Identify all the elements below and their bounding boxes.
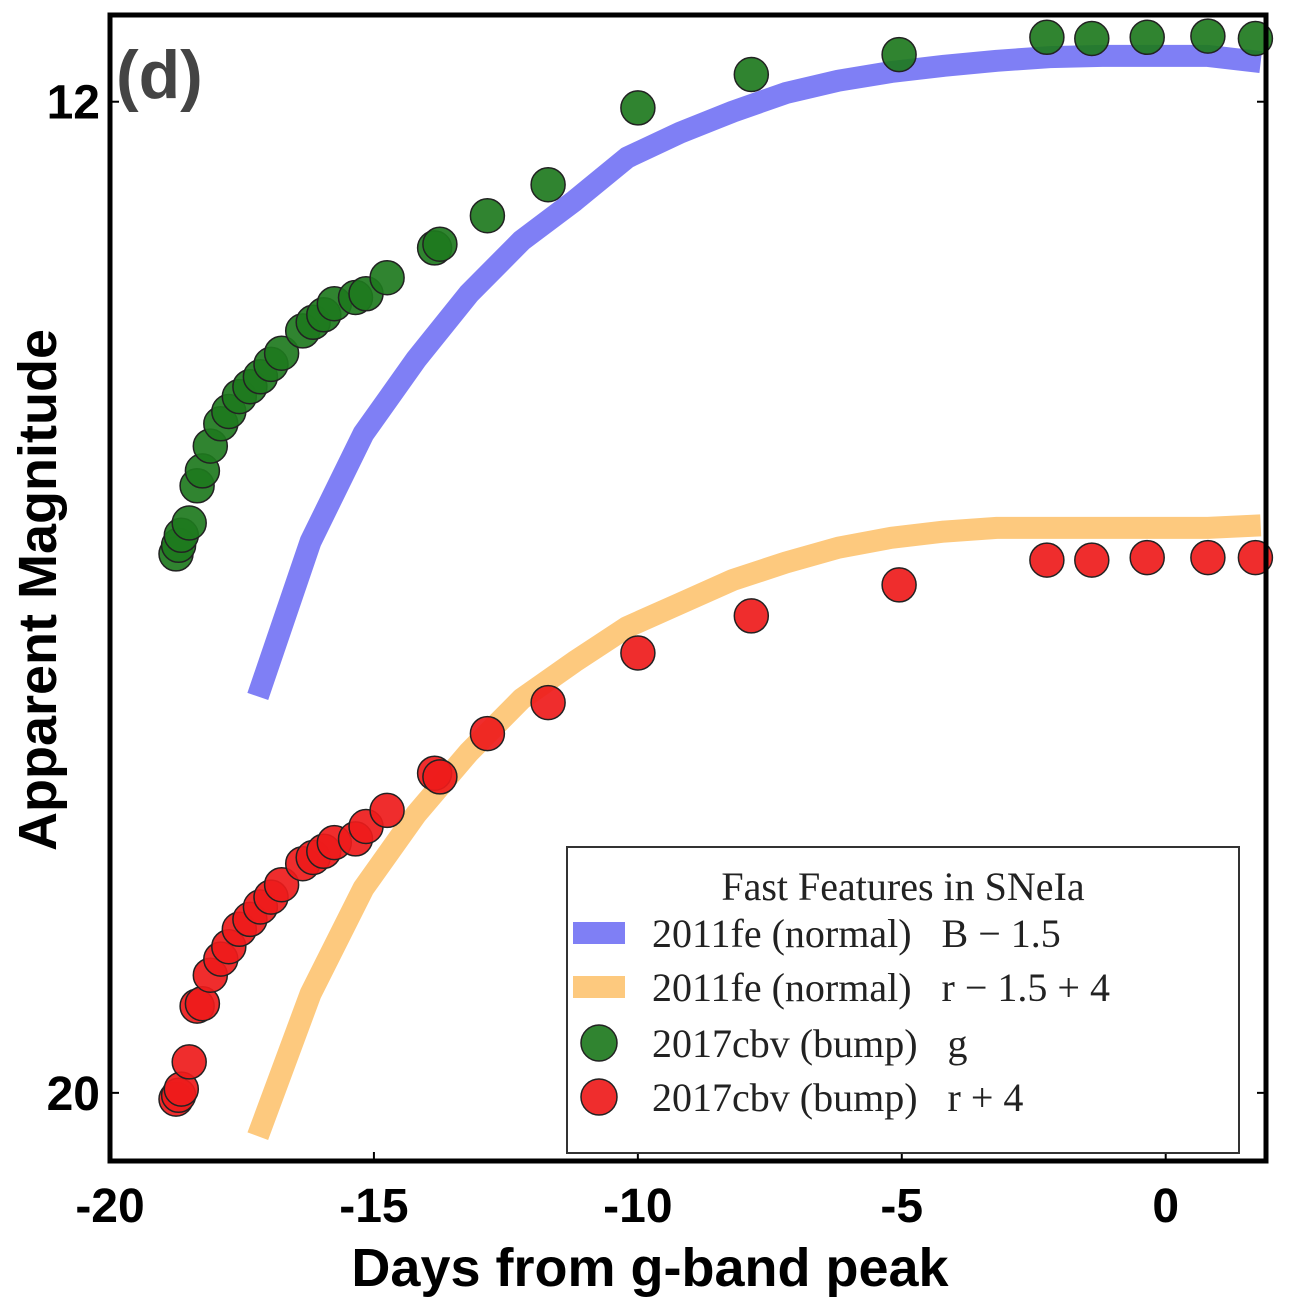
data-point-series-3 <box>1029 542 1065 578</box>
data-point-series-2 <box>1190 18 1226 54</box>
data-point-series-2 <box>1029 19 1065 56</box>
data-point-series-2 <box>620 90 656 126</box>
data-point-series-3 <box>1190 539 1226 576</box>
data-point-series-2 <box>263 335 300 371</box>
data-point-series-3 <box>1074 542 1110 578</box>
data-point-series-2 <box>171 505 207 541</box>
axis-ticks: -20 -15 -10 -5 0 12 20 <box>47 77 1266 1233</box>
data-point-series-3 <box>733 598 770 634</box>
legend-label: 2011fe (normal) B − 1.5 <box>652 911 1061 956</box>
data-point-series-2 <box>530 166 566 203</box>
data-point-series-2 <box>369 259 405 296</box>
x-tick-label: -10 <box>603 1180 672 1233</box>
legend-title: Fast Features in SNeIa <box>721 864 1085 909</box>
data-point-series-3 <box>469 715 506 752</box>
data-point-series-2 <box>733 56 770 93</box>
data-point-series-3 <box>1129 539 1165 576</box>
observed-points <box>158 18 1274 1117</box>
x-tick-label: -20 <box>75 1180 144 1233</box>
data-point-series-3 <box>422 759 458 795</box>
legend-marker-swatch <box>580 1078 618 1116</box>
legend-label: 2017cbv (bump) r + 4 <box>652 1075 1023 1120</box>
model-line-1 <box>247 514 1262 1141</box>
plot-frame <box>107 12 1269 1164</box>
data-point-series-2 <box>1129 19 1165 56</box>
data-point-series-3 <box>881 567 917 603</box>
legend: Fast Features in SNeIa 2011fe (normal) B… <box>566 846 1240 1154</box>
legend-label: 2017cbv (bump) g <box>652 1021 968 1066</box>
data-point-series-2 <box>469 197 506 234</box>
x-tick-label: 0 <box>1152 1180 1179 1233</box>
y-axis-title: Apparent Magnitude <box>8 329 68 851</box>
data-point-series-2 <box>881 36 917 73</box>
y-tick-label: 12 <box>47 77 100 130</box>
legend-marker-swatch <box>580 1024 618 1062</box>
x-axis-title: Days from g-band peak <box>351 1238 949 1298</box>
panel-label: (d) <box>116 37 203 113</box>
legend-entries: 2011fe (normal) B − 1.5 2011fe (normal) r… <box>573 911 1110 1120</box>
data-point-series-3 <box>620 635 656 671</box>
y-tick-label: 20 <box>47 1068 100 1121</box>
data-point-series-2 <box>422 226 458 262</box>
data-point-series-2 <box>1074 20 1110 57</box>
legend-label: 2011fe (normal) r − 1.5 + 4 <box>652 965 1110 1010</box>
data-point-series-3 <box>530 684 566 721</box>
x-tick-label: -5 <box>880 1180 923 1233</box>
legend-box <box>566 846 1240 1154</box>
x-tick-label: -15 <box>339 1180 408 1233</box>
data-point-series-3 <box>171 1044 207 1080</box>
data-point-series-3 <box>369 792 405 829</box>
